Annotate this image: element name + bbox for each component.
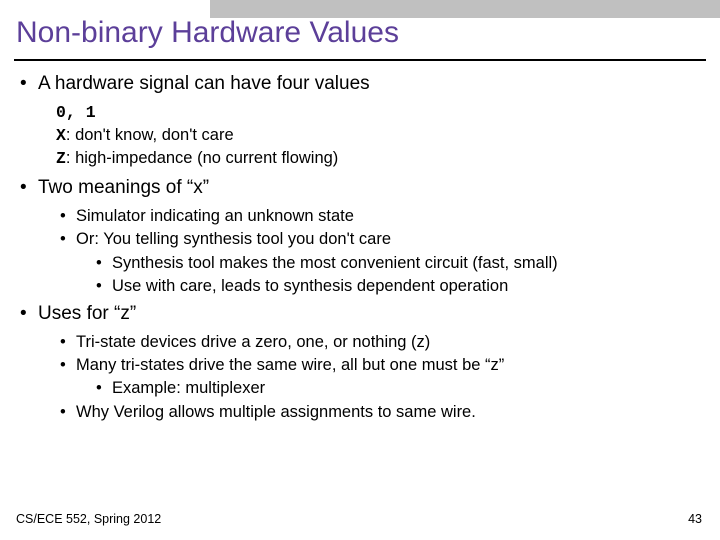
value-x-label: X <box>56 126 66 145</box>
bullet-use-with-care: Use with care, leads to synthesis depend… <box>18 275 702 297</box>
value-z: Z: high-impedance (no current flowing) <box>56 147 702 170</box>
slide-title: Non-binary Hardware Values <box>16 16 399 50</box>
bullet-four-values: A hardware signal can have four values <box>18 72 702 97</box>
bullet-tristate-devices: Tri-state devices drive a zero, one, or … <box>18 331 702 353</box>
footer-page-number: 43 <box>688 512 702 526</box>
value-0-1-label: 0, 1 <box>56 103 96 122</box>
footer-course: CS/ECE 552, Spring 2012 <box>16 512 161 526</box>
bullet-dont-care: Or: You telling synthesis tool you don't… <box>18 228 702 250</box>
bullet-many-tristates: Many tri-states drive the same wire, all… <box>18 354 702 376</box>
bullet-why-verilog: Why Verilog allows multiple assignments … <box>18 401 702 423</box>
value-x-desc: : don't know, don't care <box>66 126 234 144</box>
value-definitions: 0, 1 X: don't know, don't care Z: high-i… <box>18 101 702 171</box>
bullet-synth-convenient: Synthesis tool makes the most convenient… <box>18 252 702 274</box>
bullet-example-mux: Example: multiplexer <box>18 377 702 399</box>
bullet-two-meanings-x: Two meanings of “x” <box>18 176 702 201</box>
bullet-uses-for-z: Uses for “z” <box>18 302 702 327</box>
title-underline <box>14 59 706 61</box>
bullet-simulator-unknown: Simulator indicating an unknown state <box>18 205 702 227</box>
value-x: X: don't know, don't care <box>56 124 702 147</box>
slide-body: A hardware signal can have four values 0… <box>18 72 702 424</box>
value-z-label: Z <box>56 149 66 168</box>
value-0-1: 0, 1 <box>56 101 702 124</box>
value-z-desc: : high-impedance (no current flowing) <box>66 149 338 167</box>
